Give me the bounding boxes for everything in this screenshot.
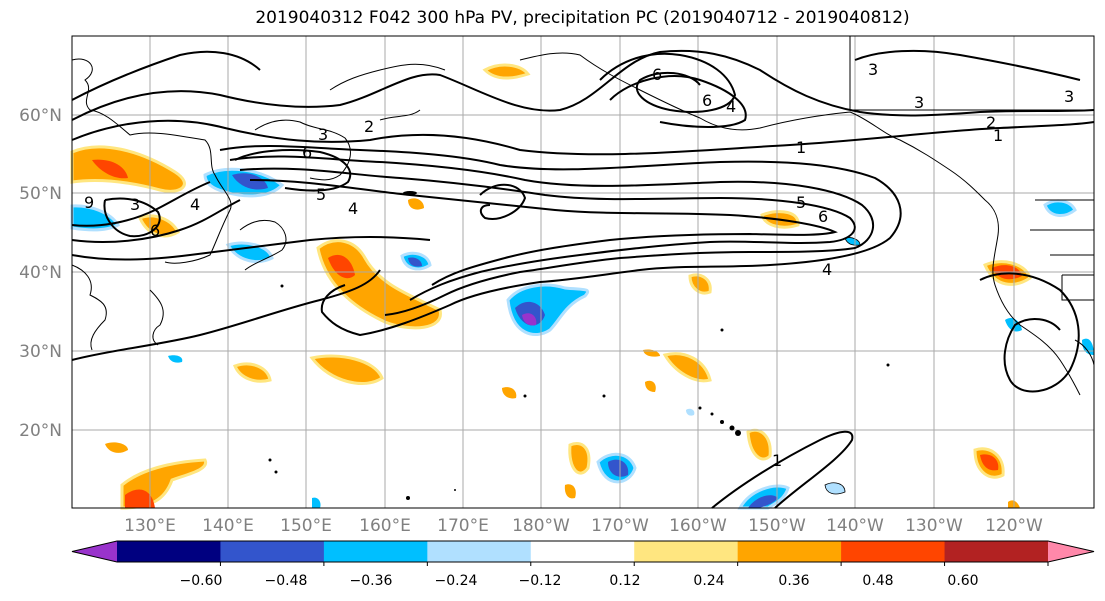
colorbar-extend-low xyxy=(72,541,117,562)
lon-label: 130°E xyxy=(124,516,176,536)
contour-label: 6 xyxy=(302,143,312,162)
lon-label: 120°W xyxy=(985,516,1043,536)
precip-positive-shading xyxy=(70,63,1032,510)
colorbar-segments xyxy=(71,540,1095,563)
map-title: 2019040312 F042 300 hPa PV, precipitatio… xyxy=(255,8,910,28)
graticule xyxy=(72,36,1094,508)
colorbar: −0.60 −0.48 −0.36 −0.24 −0.12 0.12 0.24 … xyxy=(71,540,1095,589)
colorbar-tick-label: 0.48 xyxy=(862,573,893,589)
lat-label: 40°N xyxy=(19,263,62,283)
contour-label: 9 xyxy=(84,193,94,212)
contour-label: 4 xyxy=(822,260,832,279)
contour-label: 4 xyxy=(190,195,200,214)
contour-label: 1 xyxy=(796,138,806,157)
colorbar-extend-high xyxy=(1048,541,1094,562)
contour-label: 4 xyxy=(726,97,736,116)
colorbar-tick-label: −0.48 xyxy=(265,573,308,589)
lon-label: 180°W xyxy=(512,516,570,536)
islands xyxy=(268,191,890,500)
colorbar-tick-label: −0.24 xyxy=(435,573,478,589)
colorbar-segment xyxy=(220,541,325,562)
colorbar-segment xyxy=(944,541,1049,562)
lon-label: 170°E xyxy=(437,516,489,536)
colorbar-tick-label: −0.60 xyxy=(180,573,223,589)
lon-label: 160°E xyxy=(359,516,411,536)
lon-label: 130°W xyxy=(905,516,963,536)
contour-label: 3 xyxy=(868,60,878,79)
colorbar-segment xyxy=(427,541,532,562)
colorbar-tick-label: −0.12 xyxy=(519,573,562,589)
colorbar-tick-label: 0.24 xyxy=(693,573,724,589)
contour-label: 3 xyxy=(130,195,140,214)
contour-label: 1 xyxy=(993,126,1003,145)
longitude-labels: 130°E 140°E 150°E 160°E 170°E 180°W 170°… xyxy=(124,516,1043,536)
lon-label: 160°W xyxy=(669,516,727,536)
contour-label: 6 xyxy=(702,91,712,110)
colorbar-segment xyxy=(530,541,635,562)
lon-label: 150°E xyxy=(280,516,332,536)
contour-label: 2 xyxy=(986,113,996,132)
contour-label: 5 xyxy=(796,193,806,212)
lat-label: 60°N xyxy=(19,106,62,126)
pv-contours xyxy=(71,49,1095,509)
colorbar-tick-label: 0.36 xyxy=(778,573,809,589)
lat-label: 50°N xyxy=(19,184,62,204)
colorbar-ticks: −0.60 −0.48 −0.36 −0.24 −0.12 0.12 0.24 … xyxy=(180,562,1049,589)
contour-label: 6 xyxy=(150,221,160,240)
colorbar-segment xyxy=(737,541,842,562)
contour-label: 2 xyxy=(364,117,374,136)
colorbar-segment xyxy=(841,541,946,562)
colorbar-segment xyxy=(634,541,739,562)
contour-label: 5 xyxy=(316,185,326,204)
contour-label: 3 xyxy=(914,93,924,112)
lon-label: 150°W xyxy=(748,516,806,536)
lat-label: 20°N xyxy=(19,421,62,441)
lon-label: 140°W xyxy=(826,516,884,536)
contour-label: 3 xyxy=(1064,87,1074,106)
lon-label: 170°W xyxy=(591,516,649,536)
contour-label-group: 3 2 3 3 2 1 6 4 3 6 1 5 6 4 5 4 6 4 6 9 … xyxy=(84,60,1074,470)
lat-label: 30°N xyxy=(19,342,62,362)
contour-label: 4 xyxy=(348,199,358,218)
colorbar-segment xyxy=(323,541,428,562)
colorbar-outline xyxy=(71,540,1095,563)
lon-label: 140°E xyxy=(202,516,254,536)
contour-label: 3 xyxy=(318,125,328,144)
contour-label: 6 xyxy=(818,207,828,226)
contour-label: 6 xyxy=(652,65,662,84)
colorbar-segment xyxy=(117,541,221,562)
colorbar-tick-label: 0.12 xyxy=(609,573,640,589)
colorbar-tick-label: 0.60 xyxy=(947,573,978,589)
precip-negative-shading xyxy=(70,167,1094,510)
colorbar-tick-label: −0.36 xyxy=(350,573,393,589)
contour-label: 1 xyxy=(772,451,782,470)
latitude-labels: 60°N 50°N 40°N 30°N 20°N xyxy=(19,106,62,441)
map-panel: 3 2 3 3 2 1 6 4 3 6 1 5 6 4 5 4 6 4 6 9 … xyxy=(70,35,1095,510)
